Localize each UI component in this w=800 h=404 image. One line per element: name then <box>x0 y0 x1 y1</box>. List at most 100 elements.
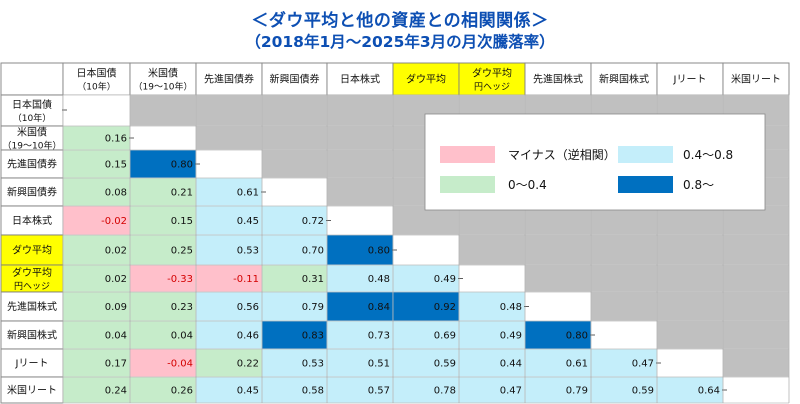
correlation-value: 0.48 <box>500 302 522 313</box>
correlation-value: 0.46 <box>237 331 259 342</box>
col-header-label: 新興国債券 <box>270 73 320 86</box>
col-header-label: 円ヘッジ <box>474 82 510 93</box>
correlation-value: 0.53 <box>237 246 259 257</box>
correlation-value: 0.48 <box>368 274 390 285</box>
diagonal-cell <box>129 125 197 151</box>
correlation-value: 0.79 <box>566 386 588 397</box>
correlation-cell <box>195 320 263 350</box>
masked-cell <box>656 320 724 350</box>
corner-cell <box>0 62 64 96</box>
col-header-label: Jリート <box>673 75 707 86</box>
correlation-value: -0.04 <box>167 359 193 370</box>
row-header-label: 先進国株式 <box>7 300 57 313</box>
correlation-value: 0.73 <box>368 331 390 342</box>
correlation-cell <box>261 320 328 350</box>
correlation-value: 0.09 <box>105 302 127 313</box>
correlation-value: 0.70 <box>302 246 324 257</box>
row-header-label: 日本株式 <box>12 214 52 227</box>
masked-cell <box>722 291 790 322</box>
masked-cell <box>722 348 790 378</box>
masked-cell <box>722 264 790 293</box>
correlation-value: 0.49 <box>500 331 522 342</box>
row-header-label: 先進国債券 <box>7 158 57 171</box>
masked-cell <box>261 94 328 127</box>
masked-cell <box>656 264 724 293</box>
row-header-label: 新興国株式 <box>7 329 57 342</box>
row-header-label: 米国リート <box>7 384 57 397</box>
row-header-label: （19〜10年） <box>3 140 62 152</box>
row-header-label: ダウ平均 <box>12 244 52 257</box>
correlation-value: 0.31 <box>302 274 324 285</box>
correlation-value: 0.61 <box>237 188 259 199</box>
masked-cell <box>722 320 790 350</box>
row-header-label: （10年） <box>13 112 51 124</box>
correlation-value: 0.57 <box>368 386 390 397</box>
correlation-value: 0.02 <box>105 274 127 285</box>
row-header-cell <box>0 205 64 236</box>
correlation-value: 0.83 <box>302 331 324 342</box>
col-header-label: 日本株式 <box>340 73 380 86</box>
col-header-label: 新興国株式 <box>599 73 649 86</box>
legend-swatch <box>440 176 495 193</box>
legend-swatch <box>618 146 673 163</box>
masked-cell <box>590 264 658 293</box>
correlation-cell <box>261 376 328 404</box>
row-header-label: 新興国債券 <box>7 186 57 199</box>
row-header-cell <box>0 234 64 266</box>
correlation-value: 0.04 <box>105 331 127 342</box>
correlation-value: 0.53 <box>302 359 324 370</box>
correlation-cell <box>458 291 526 322</box>
correlation-cell <box>326 234 394 266</box>
correlation-value: 0.78 <box>434 386 456 397</box>
diagonal-cell <box>392 234 460 266</box>
correlation-value: 0.26 <box>171 386 193 397</box>
correlation-value: 0.92 <box>434 302 456 313</box>
correlation-value: 0.80 <box>171 160 193 171</box>
correlation-value: 0.25 <box>171 246 193 257</box>
correlation-value: 0.64 <box>698 386 720 397</box>
row-header-label: 日本国債 <box>12 98 52 111</box>
row-header-label: Jリート <box>15 359 49 370</box>
correlation-cell <box>62 376 131 404</box>
correlation-value: 0.61 <box>566 359 588 370</box>
correlation-value: 0.44 <box>500 359 522 370</box>
col-header-label: 米国債 <box>148 67 178 80</box>
correlation-value: -0.11 <box>233 274 259 285</box>
correlation-value: 0.23 <box>171 302 193 313</box>
masked-cell <box>458 234 526 266</box>
col-header-label: ダウ平均 <box>406 73 446 86</box>
col-header-cell <box>590 62 658 96</box>
col-header-label: 先進国株式 <box>533 73 583 86</box>
correlation-value: 0.49 <box>434 274 456 285</box>
correlation-value: 0.22 <box>237 359 259 370</box>
correlation-value: 0.58 <box>302 386 324 397</box>
correlation-value: 0.51 <box>368 359 390 370</box>
correlation-cell <box>392 264 460 293</box>
correlation-cell <box>326 348 394 378</box>
correlation-value: 0.80 <box>566 331 588 342</box>
correlation-value: 0.17 <box>105 359 127 370</box>
row-header-cell <box>0 376 64 404</box>
diagonal-cell <box>62 94 131 127</box>
col-header-label: 日本国債 <box>77 67 117 80</box>
masked-cell <box>326 177 394 207</box>
correlation-value: 0.45 <box>237 386 259 397</box>
diagonal-cell <box>722 376 790 404</box>
correlation-value: 0.59 <box>434 359 456 370</box>
col-header-label: （10年） <box>77 81 115 93</box>
row-header-cell <box>0 125 64 151</box>
row-header-label: 米国債 <box>17 126 47 139</box>
row-header-label: ダウ平均 <box>12 266 52 279</box>
masked-cell <box>590 234 658 266</box>
col-header-cell <box>62 62 131 96</box>
col-header-label: ダウ平均 <box>472 67 512 80</box>
masked-cell <box>326 94 394 127</box>
diagonal-cell <box>261 177 328 207</box>
correlation-value: 0.21 <box>171 188 193 199</box>
correlation-value: 0.80 <box>368 246 390 257</box>
row-header-cell <box>0 320 64 350</box>
masked-cell <box>656 234 724 266</box>
legend-label: 0〜0.4 <box>508 178 547 192</box>
correlation-value: 0.24 <box>105 386 127 397</box>
